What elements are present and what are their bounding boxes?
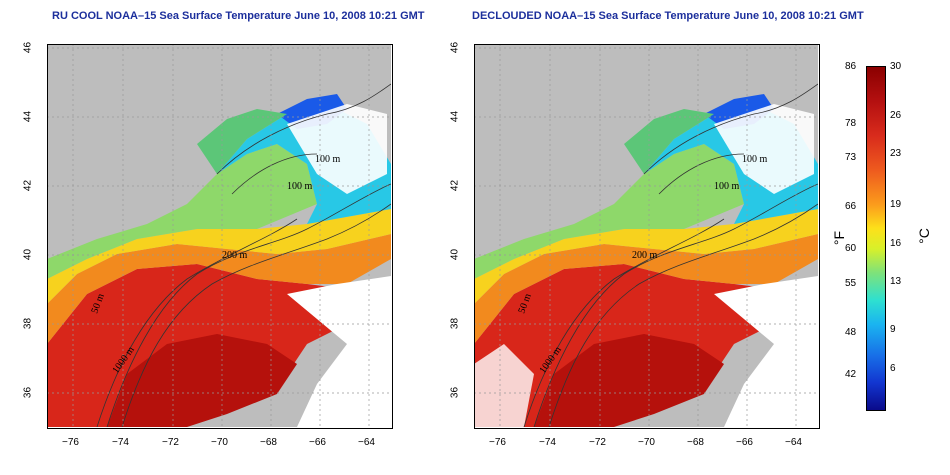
y-tick-label: 42 (22, 179, 34, 192)
celsius-tick: 19 (890, 199, 902, 210)
x-tick-label: −72 (162, 437, 179, 448)
right-sst-map-svg: 100 m 100 m 200 m 50 m 1000 m (474, 44, 818, 427)
left-map-title: RU COOL NOAA–15 Sea Surface Temperature … (52, 10, 425, 22)
x-tick-label: −74 (539, 437, 556, 448)
yellow-water-region (47, 209, 391, 304)
no-data-region (714, 276, 818, 427)
no-data-region-2 (287, 104, 387, 194)
y-tick-label: 40 (449, 248, 461, 261)
x-tick-label: −76 (62, 437, 79, 448)
x-tick-label: −76 (489, 437, 506, 448)
y-tick-label: 40 (22, 248, 34, 261)
contour-label-200: 200 m (222, 250, 248, 261)
no-data-region-3 (474, 344, 534, 427)
y-tick-label: 36 (22, 386, 34, 399)
y-tick-label: 38 (449, 317, 461, 330)
warm-water-core (534, 334, 724, 427)
green-water-region (474, 144, 744, 279)
contour-line (523, 218, 725, 427)
celsius-tick: 9 (890, 324, 896, 335)
contour-line (548, 203, 818, 427)
x-tick-label: −66 (309, 437, 326, 448)
fahrenheit-tick: 55 (845, 278, 857, 289)
fahrenheit-tick: 42 (845, 369, 857, 380)
contour-line (121, 203, 391, 427)
x-tick-label: −68 (687, 437, 704, 448)
green-water-region (47, 144, 317, 279)
celsius-tick: 13 (890, 276, 902, 287)
x-tick-label: −64 (785, 437, 802, 448)
y-tick-label: 38 (22, 317, 34, 330)
no-data-region-2 (714, 104, 814, 194)
celsius-tick: 16 (890, 238, 902, 249)
gulf-of-maine-green (624, 109, 714, 174)
contour-line (216, 83, 391, 175)
fahrenheit-unit-label: °F (831, 230, 848, 246)
contour-label-100a: 100 m (315, 154, 341, 165)
fahrenheit-tick: 78 (845, 118, 857, 129)
fahrenheit-tick: 60 (845, 243, 857, 254)
fahrenheit-tick: 66 (845, 201, 857, 212)
orange-water-region (47, 234, 391, 344)
y-tick-label: 42 (449, 179, 461, 192)
contour-label-100a: 100 m (742, 154, 768, 165)
gulf-of-maine-green (197, 109, 287, 174)
no-data-region (287, 276, 391, 427)
y-tick-label: 46 (449, 41, 461, 54)
right-map-title: DECLOUDED NOAA–15 Sea Surface Temperatur… (472, 10, 864, 22)
x-tick-label: −70 (211, 437, 228, 448)
fahrenheit-tick: 73 (845, 152, 857, 163)
contour-line (658, 153, 745, 195)
contour-line (96, 218, 298, 427)
celsius-unit-label: °C (915, 228, 932, 244)
contour-label-200: 200 m (632, 250, 658, 261)
x-tick-label: −74 (112, 437, 129, 448)
celsius-tick: 6 (890, 363, 896, 374)
fahrenheit-tick: 48 (845, 327, 857, 338)
left-sst-map-svg: 100 m 100 m 200 m 50 m 1000 m (47, 44, 391, 427)
temperature-colorbar (866, 66, 886, 411)
celsius-tick: 26 (890, 110, 902, 121)
y-tick-label: 36 (449, 386, 461, 399)
orange-water-region (474, 234, 818, 344)
y-tick-label: 46 (22, 41, 34, 54)
contour-label-100b: 100 m (714, 181, 740, 192)
contour-line (643, 83, 818, 175)
x-tick-label: −70 (638, 437, 655, 448)
y-tick-label: 44 (22, 110, 34, 123)
contour-label-100b: 100 m (287, 181, 313, 192)
celsius-tick: 30 (890, 61, 902, 72)
warm-water-core (107, 334, 297, 427)
contour-line (533, 183, 818, 427)
x-tick-label: −72 (589, 437, 606, 448)
contour-line (106, 183, 391, 427)
right-sst-map: 100 m 100 m 200 m 50 m 1000 m (474, 44, 818, 427)
left-sst-map: 100 m 100 m 200 m 50 m 1000 m (47, 44, 391, 427)
y-tick-label: 44 (449, 110, 461, 123)
x-tick-label: −66 (736, 437, 753, 448)
x-tick-label: −68 (260, 437, 277, 448)
contour-line (231, 153, 318, 195)
yellow-water-region (474, 209, 818, 304)
fahrenheit-tick: 86 (845, 61, 857, 72)
celsius-tick: 23 (890, 148, 902, 159)
x-tick-label: −64 (358, 437, 375, 448)
